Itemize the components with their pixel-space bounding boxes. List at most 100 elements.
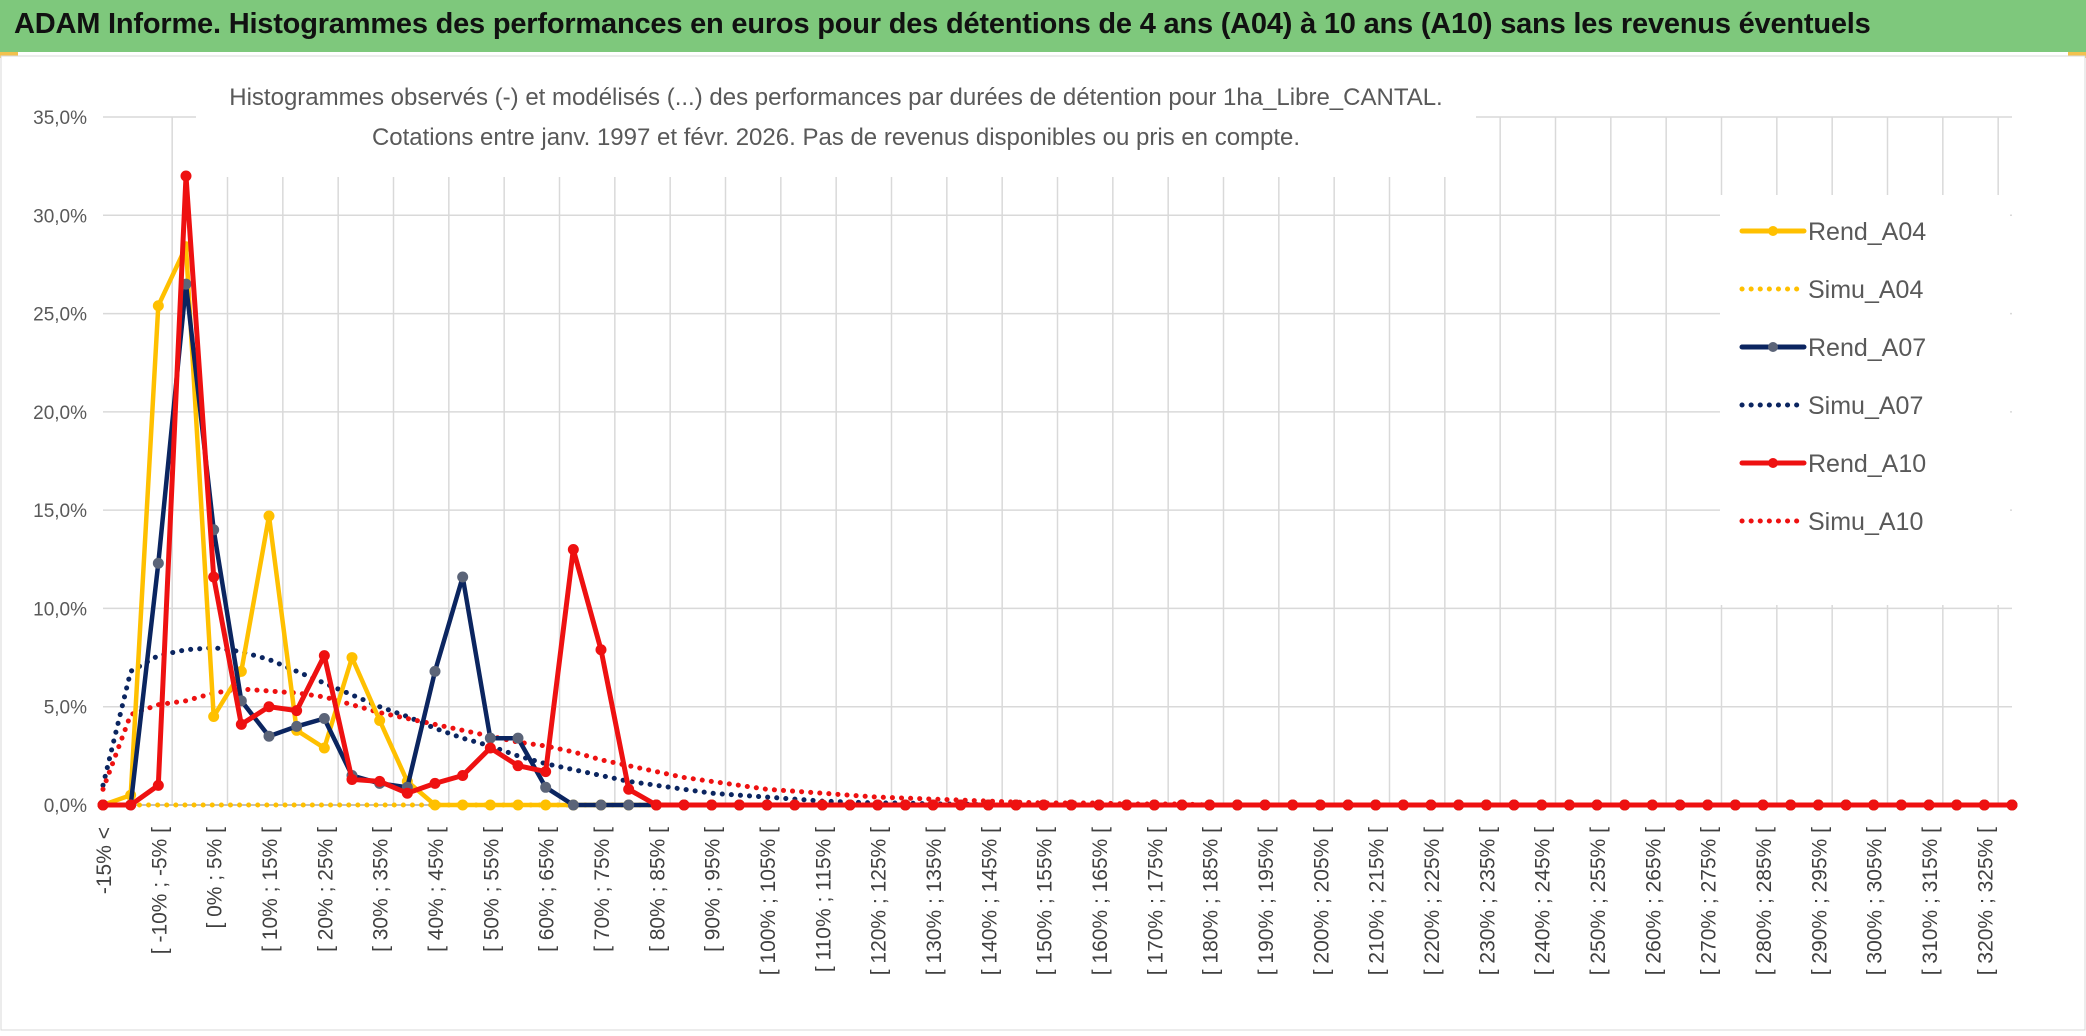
y-tick-label: 20,0% bbox=[33, 403, 87, 424]
data-point-rend-a10 bbox=[1674, 799, 1686, 811]
x-tick-label: [ 100% ; 105% [ bbox=[757, 827, 780, 975]
y-tick-label: 10,0% bbox=[33, 599, 87, 620]
data-point-rend-a10 bbox=[208, 571, 220, 583]
data-point-rend-a10 bbox=[401, 787, 413, 799]
x-tick-label: [ 320% ; 325% [ bbox=[1974, 827, 1997, 975]
data-point-rend-a10 bbox=[623, 783, 635, 795]
data-point-rend-a10 bbox=[706, 799, 718, 811]
data-point-rend-a10 bbox=[1951, 799, 1963, 811]
data-point-rend-a10 bbox=[872, 799, 884, 811]
data-point-rend-a04 bbox=[152, 300, 164, 312]
data-point-rend-a07 bbox=[595, 799, 607, 811]
data-point-rend-a10 bbox=[1287, 799, 1299, 811]
x-tick-label: [ 300% ; 305% [ bbox=[1864, 827, 1887, 975]
data-point-rend-a10 bbox=[1536, 799, 1548, 811]
x-tick-label: [ 170% ; 175% [ bbox=[1144, 827, 1167, 975]
data-point-rend-a10 bbox=[844, 799, 856, 811]
legend-marker-rend-a10 bbox=[1768, 458, 1778, 468]
series-line-rend-a10 bbox=[100, 173, 2015, 808]
y-tick-label: 30,0% bbox=[33, 206, 87, 227]
data-point-rend-a07 bbox=[291, 720, 303, 732]
x-tick-label: [ 270% ; 275% [ bbox=[1698, 827, 1721, 975]
data-point-rend-a04 bbox=[429, 799, 441, 811]
data-point-rend-a10 bbox=[1065, 799, 1077, 811]
data-point-rend-a10 bbox=[1729, 799, 1741, 811]
x-tick-label: [ 190% ; 195% [ bbox=[1255, 827, 1278, 975]
x-tick-label: [ 150% ; 155% [ bbox=[1034, 827, 1057, 975]
data-point-rend-a10 bbox=[1038, 799, 1050, 811]
y-tick-label: 0,0% bbox=[44, 796, 87, 817]
report-title: ADAM Informe. Histogrammes des performan… bbox=[14, 8, 1871, 40]
data-point-rend-a10 bbox=[374, 775, 386, 787]
x-tick-label: [ 70% ; 75% [ bbox=[591, 827, 614, 952]
data-point-rend-a10 bbox=[346, 773, 358, 785]
data-point-rend-a07 bbox=[512, 732, 524, 744]
data-point-rend-a10 bbox=[1425, 799, 1437, 811]
data-point-rend-a10 bbox=[1840, 799, 1852, 811]
x-tick-label: [ 200% ; 205% [ bbox=[1310, 827, 1333, 975]
data-point-rend-a10 bbox=[1508, 799, 1520, 811]
data-point-rend-a10 bbox=[1314, 799, 1326, 811]
report-banner: ADAM Informe. Histogrammes des performan… bbox=[0, 0, 2086, 55]
data-point-rend-a07 bbox=[263, 730, 275, 742]
x-tick-label: [ 10% ; 15% [ bbox=[259, 827, 282, 952]
y-tick-label: 35,0% bbox=[33, 108, 87, 129]
chart-title-line-1: Histogrammes observés (-) et modélisés (… bbox=[229, 84, 1442, 111]
data-point-rend-a04 bbox=[457, 799, 469, 811]
data-point-rend-a07 bbox=[567, 799, 579, 811]
data-point-rend-a10 bbox=[1480, 799, 1492, 811]
data-point-rend-a10 bbox=[180, 170, 192, 182]
data-point-rend-a10 bbox=[927, 799, 939, 811]
data-point-rend-a10 bbox=[1923, 799, 1935, 811]
data-point-rend-a04 bbox=[318, 742, 330, 754]
x-tick-label: [ 210% ; 215% [ bbox=[1366, 827, 1389, 975]
chart-area: 0,0% 5,0% 10,0% 15,0% 20,0% 25,0% 30,0% 35,0% -1… bbox=[0, 55, 2086, 1031]
data-point-rend-a10 bbox=[899, 799, 911, 811]
performance-histogram-chart: 0,0% 5,0% 10,0% 15,0% 20,0% 25,0% 30,0% 35,0% -1… bbox=[0, 55, 2086, 1031]
legend-background bbox=[1720, 195, 2010, 605]
x-tick-label: [ 110% ; 115% [ bbox=[812, 827, 835, 972]
data-point-rend-a10 bbox=[678, 799, 690, 811]
data-point-rend-a10 bbox=[263, 701, 275, 713]
legend-label-simu-a10: Simu_A10 bbox=[1808, 508, 1923, 536]
x-tick-label: [ 0% ; 5% [ bbox=[204, 827, 227, 929]
data-point-rend-a10 bbox=[125, 799, 137, 811]
data-point-rend-a10 bbox=[1148, 799, 1160, 811]
data-point-rend-a07 bbox=[484, 732, 496, 744]
data-point-rend-a10 bbox=[761, 799, 773, 811]
data-point-rend-a10 bbox=[1397, 799, 1409, 811]
corner-accent-right bbox=[2068, 52, 2086, 58]
x-tick-label: [ 180% ; 185% [ bbox=[1200, 827, 1223, 975]
data-point-rend-a10 bbox=[1231, 799, 1243, 811]
x-tick-label: [ 30% ; 35% [ bbox=[370, 827, 393, 952]
data-point-rend-a10 bbox=[484, 742, 496, 754]
data-point-rend-a10 bbox=[1757, 799, 1769, 811]
data-point-rend-a10 bbox=[457, 770, 469, 782]
data-point-rend-a10 bbox=[1010, 799, 1022, 811]
legend-label-rend-a04: Rend_A04 bbox=[1808, 218, 1926, 246]
data-point-rend-a04 bbox=[484, 799, 496, 811]
data-point-rend-a04 bbox=[374, 714, 386, 726]
x-tick-label: [ -10% ; -5% [ bbox=[148, 827, 171, 954]
x-tick-label: [ 120% ; 125% [ bbox=[868, 827, 891, 975]
data-point-rend-a10 bbox=[1259, 799, 1271, 811]
legend-label-simu-a07: Simu_A07 bbox=[1808, 392, 1923, 420]
data-point-rend-a10 bbox=[2006, 799, 2018, 811]
chart-legend: Rend_A04 Simu_A04 Rend_A07 Simu_A07 Rend_A10… bbox=[1720, 195, 2010, 605]
data-point-rend-a10 bbox=[1121, 799, 1133, 811]
x-tick-label: [ 290% ; 295% [ bbox=[1808, 827, 1831, 975]
data-point-rend-a10 bbox=[1619, 799, 1631, 811]
x-tick-label: [ 130% ; 135% [ bbox=[923, 827, 946, 975]
x-tick-label: [ 260% ; 265% [ bbox=[1642, 827, 1665, 975]
legend-label-rend-a10: Rend_A10 bbox=[1808, 450, 1926, 478]
chart-title-background bbox=[196, 81, 1476, 177]
x-tick-label: [ 90% ; 95% [ bbox=[702, 827, 725, 952]
x-tick-label: [ 40% ; 45% [ bbox=[425, 827, 448, 952]
data-point-rend-a10 bbox=[291, 705, 303, 717]
x-tick-label: [ 220% ; 225% [ bbox=[1421, 827, 1444, 975]
data-point-rend-a04 bbox=[208, 711, 220, 723]
x-tick-label: [ 140% ; 145% [ bbox=[978, 827, 1001, 975]
data-point-rend-a10 bbox=[1204, 799, 1216, 811]
legend-marker-rend-a04 bbox=[1768, 226, 1778, 236]
data-point-rend-a07 bbox=[318, 713, 330, 725]
